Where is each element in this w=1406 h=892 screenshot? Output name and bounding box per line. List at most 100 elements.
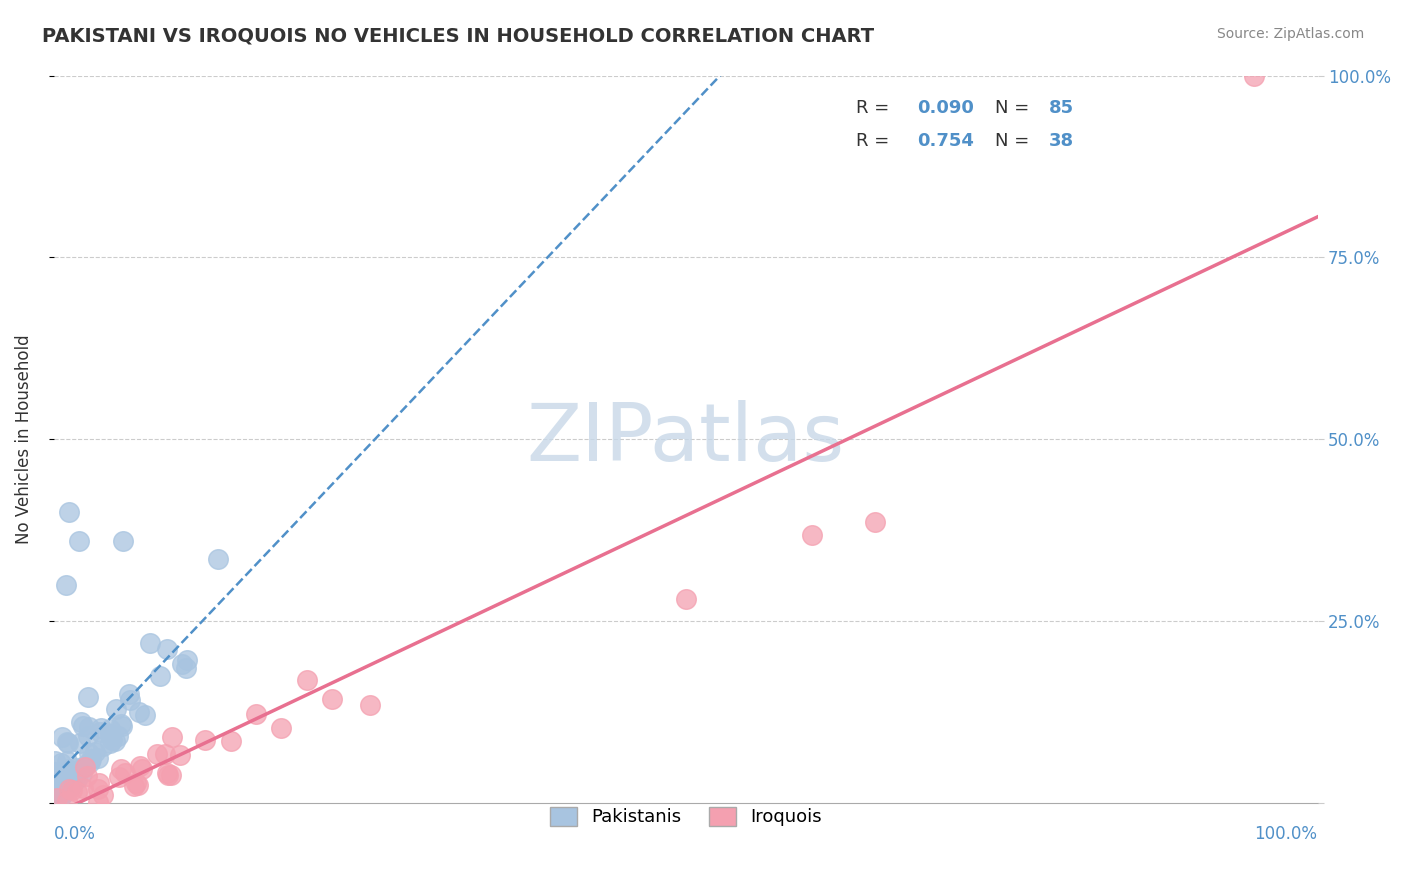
Point [155,642,177,657]
Point [49,756,72,770]
Point [44,754,66,768]
Point [48,789,70,804]
Point [70,715,93,730]
Point [104,733,127,747]
Point [98,722,121,736]
Point [46,784,69,798]
Point [77,746,100,760]
Point [45,792,67,806]
Point [49,787,72,801]
Text: 100.0%: 100.0% [1254,824,1317,843]
Point [87,775,110,789]
Point [110,762,132,776]
Point [207,551,229,566]
Point [105,702,128,716]
Point [86,781,108,796]
Text: N =: N = [995,99,1035,117]
Point [76,769,98,783]
Point [67,533,90,548]
Point [72,718,94,732]
Point [118,687,141,701]
Point [44,765,66,780]
Point [153,747,176,761]
Point [89,721,111,735]
Point [55,795,77,809]
Text: 85: 85 [1049,99,1074,117]
Point [65,769,87,783]
Point [56,755,79,769]
Point [86,751,108,765]
Point [53,770,76,784]
Point [59,779,82,793]
Point [73,758,96,772]
Point [58,781,80,796]
Text: PAKISTANI VS IROQUOIS NO VEHICLES IN HOUSEHOLD CORRELATION CHART: PAKISTANI VS IROQUOIS NO VEHICLES IN HOU… [42,27,875,45]
Point [93,788,115,802]
Point [79,756,101,770]
Point [45,779,67,793]
Point [124,779,146,793]
Point [48,780,70,794]
Point [44,780,66,795]
Point [60,773,83,788]
Y-axis label: No Vehicles in Household: No Vehicles in Household [15,334,32,544]
Point [46,790,69,805]
Point [156,766,179,780]
Point [66,772,89,786]
Point [112,533,135,548]
Point [91,739,114,753]
Point [156,768,179,782]
Point [108,770,131,784]
Point [162,731,184,745]
Point [114,765,136,780]
Point [100,726,122,740]
Point [101,732,124,747]
Point [56,736,79,750]
Point [170,657,193,672]
Point [58,505,80,519]
Point [359,698,381,712]
Text: N =: N = [995,131,1035,150]
Point [49,776,72,790]
Point [72,780,94,795]
Point [45,773,67,788]
Point [62,777,84,791]
Text: R =: R = [856,131,896,150]
Point [87,795,110,809]
Point [75,760,97,774]
Text: 0.0%: 0.0% [53,824,96,843]
Point [865,515,887,529]
Point [45,772,67,787]
Point [45,787,67,801]
Point [295,673,318,687]
Point [55,777,77,791]
Point [52,787,75,801]
Point [69,736,91,750]
Point [58,774,80,789]
Point [245,706,267,721]
Point [194,732,217,747]
Point [65,761,87,775]
Point [89,724,111,739]
Point [45,789,67,803]
Point [270,721,292,735]
Point [55,765,77,780]
Point [59,764,82,778]
Point [58,777,80,791]
Point [134,708,156,723]
Point [56,777,79,791]
Point [56,762,79,776]
Point [66,785,89,799]
Point [131,762,153,776]
Point [321,691,343,706]
Point [176,653,198,667]
Point [56,735,79,749]
Text: 38: 38 [1049,131,1074,150]
Point [169,748,191,763]
Point [107,729,129,743]
Point [84,745,107,759]
Point [79,720,101,734]
Point [146,747,169,762]
Point [1243,69,1265,83]
Point [128,705,150,719]
